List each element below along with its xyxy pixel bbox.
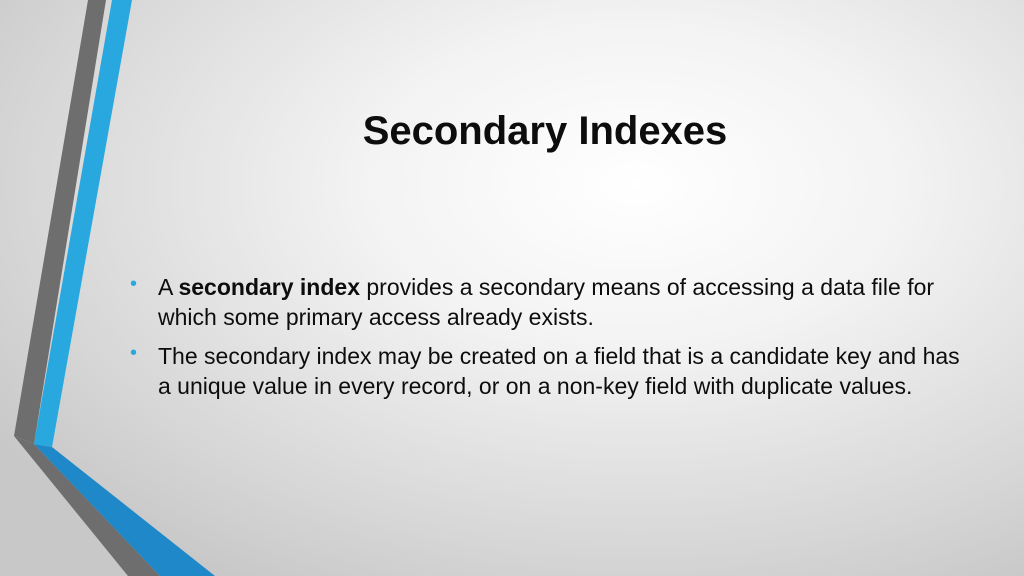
blue-diagonal-stripe — [34, 444, 215, 576]
bullet-item: • A secondary index provides a secondary… — [130, 272, 960, 332]
bullet-list: • A secondary index provides a secondary… — [130, 272, 960, 410]
blue-vertical-stripe — [34, 0, 132, 447]
bullet-prefix: A — [158, 274, 179, 300]
gray-vertical-stripe — [14, 0, 106, 444]
bullet-item: • The secondary index may be created on … — [130, 341, 960, 401]
bullet-text: The secondary index may be created on a … — [158, 343, 960, 399]
bullet-bold-term: secondary index — [178, 274, 360, 300]
bullet-point-icon: • — [130, 342, 138, 364]
gray-diagonal-stripe — [14, 436, 160, 576]
bullet-point-icon: • — [130, 273, 138, 295]
slide-title: Secondary Indexes — [362, 109, 728, 153]
bullet-suffix: provides a secondary means of accessing … — [158, 274, 935, 330]
bullet-text: A secondary index provides a secondary m… — [158, 274, 934, 330]
